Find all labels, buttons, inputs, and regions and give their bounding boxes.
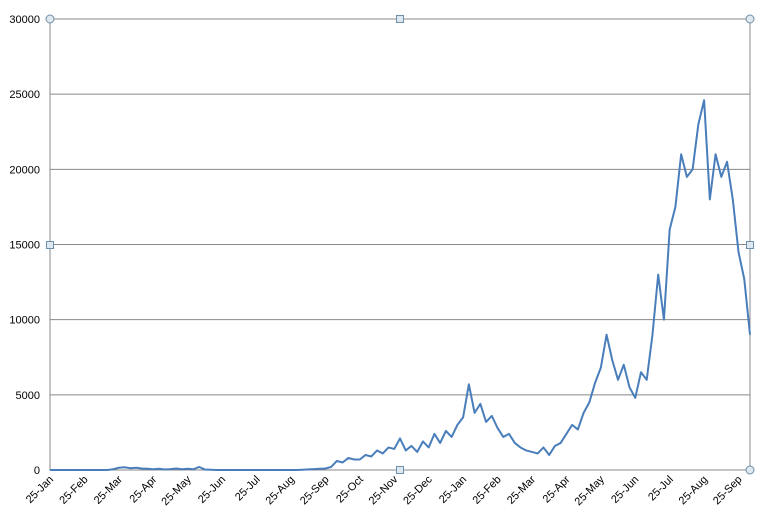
y-tick-label: 10000: [9, 315, 40, 327]
x-tick-label: 25-Sep: [711, 474, 745, 508]
x-tick-label: 25-Apr: [128, 473, 160, 505]
x-tick-label: 25-Jan: [24, 474, 56, 506]
x-tick-label: 25-Jul: [646, 474, 676, 504]
x-tick-label: 25-Apr: [541, 473, 573, 505]
x-tick-label: 25-May: [573, 473, 608, 508]
line: [50, 99, 751, 471]
handle[interactable]: [396, 15, 404, 23]
handle[interactable]: [46, 241, 54, 249]
x-tick-label: 25-Jan: [437, 474, 469, 506]
x-tick-label: 25-Jun: [609, 474, 641, 506]
selection-handles[interactable]: [45, 14, 755, 475]
x-tick-label: 25-Mar: [505, 473, 538, 506]
x-tick-label: 25-Aug: [677, 474, 711, 508]
x-tick-label: 25-May: [159, 473, 194, 508]
handle[interactable]: [45, 14, 55, 24]
y-tick-label: 25000: [9, 89, 40, 101]
x-tick-label: 25-Nov: [367, 473, 401, 507]
x-tick-label: 25-Dec: [401, 473, 435, 507]
y-tick-label: 5000: [16, 390, 40, 402]
x-tick-label: 25-Oct: [334, 474, 366, 506]
handle[interactable]: [396, 466, 404, 474]
handle[interactable]: [745, 465, 755, 475]
x-tick-label: 25-Sep: [298, 474, 332, 508]
y-tick-label: 15000: [9, 240, 40, 252]
x-tick-label: 25-Feb: [57, 474, 90, 507]
x-tick-label: 25-Aug: [264, 474, 298, 508]
handle[interactable]: [746, 241, 754, 249]
y-tick-label: 0: [34, 465, 40, 477]
x-tick-label: 25-Feb: [471, 474, 504, 507]
x-tick-label: 25-Mar: [92, 473, 125, 506]
handle[interactable]: [745, 14, 755, 24]
x-tick-label: 25-Jul: [233, 474, 263, 504]
y-tick-label: 20000: [9, 164, 40, 176]
y-tick-label: 30000: [9, 14, 40, 26]
x-tick-label: 25-Jun: [196, 474, 228, 506]
